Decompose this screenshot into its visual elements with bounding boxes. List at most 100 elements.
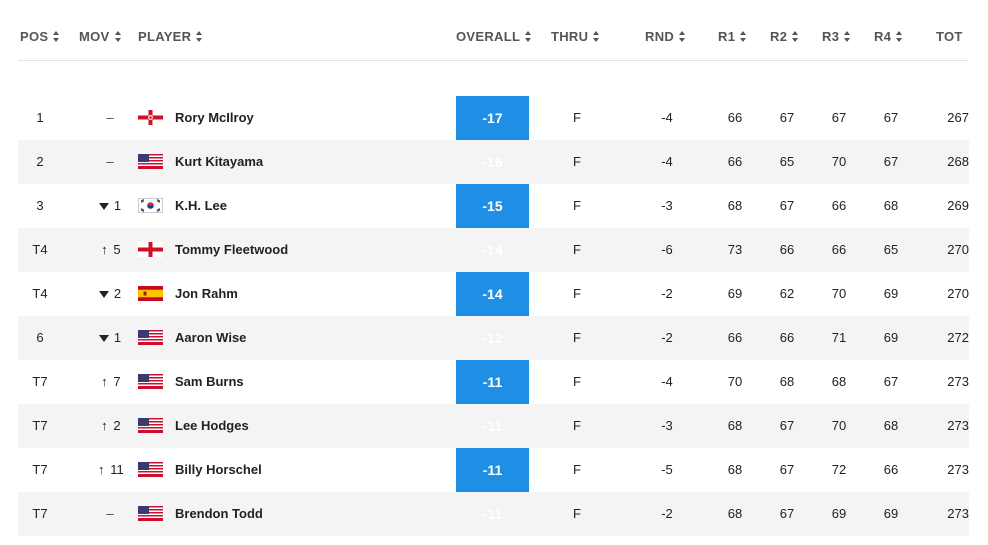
r3-score: 67 — [831, 110, 847, 125]
r1-score: 68 — [727, 198, 743, 213]
table-row[interactable]: T7 ↑ 7 Sam Burns -11 F -4 70 68 68 67 273 — [18, 360, 969, 404]
total-score: 272 — [947, 330, 969, 345]
r1-score: 68 — [727, 506, 743, 521]
player-name[interactable]: Jon Rahm — [175, 286, 238, 301]
r3-score: 70 — [831, 154, 847, 169]
usa-flag-icon — [138, 154, 163, 169]
sort-r4-header[interactable]: R4 — [874, 27, 903, 45]
overall-score: -11 — [482, 418, 503, 434]
triangle-down-icon — [98, 290, 109, 298]
england-flag-icon — [138, 242, 163, 257]
movement: – — [80, 492, 140, 536]
rnd-header-label: RND — [645, 28, 675, 44]
sort-thru-header[interactable]: THRU — [551, 27, 600, 45]
sort-icon — [525, 30, 532, 42]
r2-score: 68 — [779, 374, 795, 389]
overall-score: -15 — [482, 198, 503, 214]
spain-flag-icon — [138, 286, 163, 301]
sort-r2-header[interactable]: R2 — [770, 27, 799, 45]
player-name[interactable]: Rory McIlroy — [175, 110, 254, 125]
r2-score: 62 — [779, 286, 795, 301]
player-name[interactable]: Sam Burns — [175, 374, 244, 389]
arrow-up-icon: ↑ — [101, 242, 108, 257]
mov-value: 2 — [113, 286, 122, 301]
sort-overall-header[interactable]: OVERALL — [456, 27, 532, 45]
r1-score: 66 — [727, 154, 743, 169]
player-name[interactable]: Aaron Wise — [175, 330, 247, 345]
sort-icon — [593, 30, 600, 42]
player-name[interactable]: Tommy Fleetwood — [175, 242, 289, 257]
table-row[interactable]: T4 ↑ 5 Tommy Fleetwood -14 F -6 73 66 66 65 270 — [18, 228, 969, 272]
position: T7 — [32, 506, 48, 521]
movement: ↑ 7 — [80, 360, 140, 404]
sort-icon — [53, 30, 60, 42]
sort-player-header[interactable]: PLAYER — [138, 27, 203, 45]
movement: ↑ 11 — [80, 448, 140, 492]
overall-header-label: OVERALL — [456, 28, 521, 44]
south-korea-flag-icon — [138, 198, 163, 213]
sort-rnd-header[interactable]: RND — [645, 27, 686, 45]
mov-value: 5 — [113, 242, 121, 257]
r2-score: 66 — [779, 330, 795, 345]
table-row[interactable]: 1 – Rory McIlroy -17 F -4 66 67 67 67 267 — [18, 96, 969, 140]
r4-score: 65 — [883, 242, 899, 257]
table-row[interactable]: T7 ↑ 11 Billy Horschel -11 F -5 68 67 72 66 273 — [18, 448, 969, 492]
sort-pos-header[interactable]: POS — [20, 27, 60, 45]
r4-score: 68 — [883, 198, 899, 213]
thru: F — [573, 286, 581, 301]
player-name[interactable]: Kurt Kitayama — [175, 154, 264, 169]
r4-header-label: R4 — [874, 28, 892, 44]
round-score: -4 — [661, 154, 673, 169]
sort-icon — [896, 30, 903, 42]
no-move-dash: – — [106, 154, 114, 169]
r2-score: 67 — [779, 462, 795, 477]
leaderboard-header: POS MOV PLAYER OVERALL THRU RND R1 R2 R3… — [18, 0, 969, 61]
sort-r1-header[interactable]: R1 — [718, 27, 747, 45]
overall-score: -16 — [482, 154, 503, 170]
round-score: -4 — [661, 374, 673, 389]
thru: F — [573, 418, 581, 433]
r2-score: 67 — [779, 110, 795, 125]
no-move-dash: – — [106, 506, 114, 521]
round-score: -3 — [661, 418, 673, 433]
r2-score: 67 — [779, 506, 795, 521]
movement: 1 — [80, 316, 140, 360]
table-row[interactable]: T4 2 Jon Rahm -14 F -2 69 62 70 69 270 — [18, 272, 969, 316]
table-row[interactable]: T7 – Brendon Todd -11 F -2 68 67 69 69 273 — [18, 492, 969, 536]
r4-score: 66 — [883, 462, 899, 477]
position: T7 — [32, 462, 48, 477]
player-name[interactable]: Lee Hodges — [175, 418, 249, 433]
overall-score: -14 — [482, 242, 503, 258]
sort-r3-header[interactable]: R3 — [822, 27, 851, 45]
usa-flag-icon — [138, 418, 163, 433]
thru-header-label: THRU — [551, 28, 589, 44]
r2-score: 67 — [779, 198, 795, 213]
sort-mov-header[interactable]: MOV — [79, 27, 122, 45]
r3-score: 71 — [831, 330, 847, 345]
thru: F — [573, 242, 581, 257]
r2-score: 65 — [779, 154, 795, 169]
sort-icon — [792, 30, 799, 42]
player-name[interactable]: K.H. Lee — [175, 198, 228, 213]
table-row[interactable]: 3 1 K.H. Lee -15 F -3 68 67 66 68 269 — [18, 184, 969, 228]
r3-score: 68 — [831, 374, 847, 389]
sort-icon — [740, 30, 747, 42]
total-score: 270 — [947, 286, 969, 301]
r3-score: 66 — [831, 242, 847, 257]
total-score: 273 — [947, 506, 969, 521]
table-row[interactable]: 2 – Kurt Kitayama -16 F -4 66 65 70 67 268 — [18, 140, 969, 184]
r1-score: 68 — [727, 418, 743, 433]
table-row[interactable]: 6 1 Aaron Wise -12 F -2 66 66 71 69 272 — [18, 316, 969, 360]
table-row[interactable]: T7 ↑ 2 Lee Hodges -11 F -3 68 67 70 68 273 — [18, 404, 969, 448]
player-name[interactable]: Billy Horschel — [175, 462, 262, 477]
overall-score: -11 — [482, 462, 503, 478]
thru: F — [573, 374, 581, 389]
tot-header: TOT — [936, 27, 963, 45]
r2-score: 66 — [779, 242, 795, 257]
usa-flag-icon — [138, 506, 163, 521]
r3-score: 72 — [831, 462, 847, 477]
overall-score: -12 — [482, 330, 503, 346]
thru: F — [573, 506, 581, 521]
player-name[interactable]: Brendon Todd — [175, 506, 263, 521]
total-score: 273 — [947, 374, 969, 389]
